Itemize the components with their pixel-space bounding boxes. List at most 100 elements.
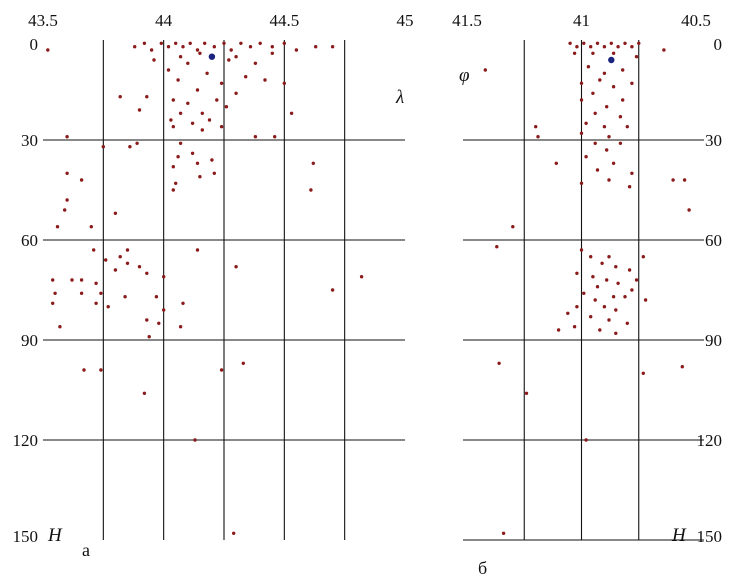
data-point (572, 51, 577, 55)
data-point (188, 41, 192, 45)
data-point (79, 178, 84, 182)
data-point (630, 81, 634, 86)
data-point (101, 145, 106, 149)
data-point (598, 328, 602, 332)
data-point (630, 288, 634, 292)
data-point (627, 185, 632, 189)
panel-a-label: а (82, 540, 90, 560)
panel-b-x-axis-symbol: φ (459, 65, 470, 86)
data-point (605, 105, 609, 109)
data-point (575, 305, 579, 309)
data-point (534, 125, 538, 129)
data-point (219, 125, 224, 129)
data-point (195, 88, 200, 92)
data-point (687, 208, 691, 212)
a-y-tick-label: 90 (21, 331, 38, 350)
panel-a-y-axis-symbol: H (47, 525, 63, 546)
data-point (579, 131, 584, 135)
data-point (142, 391, 147, 395)
data-point (123, 295, 127, 299)
data-point (593, 111, 597, 116)
data-point (609, 41, 613, 45)
data-point (178, 55, 183, 59)
panel-b-y-axis-symbol: H (671, 525, 687, 546)
data-point (166, 45, 171, 49)
data-point (607, 318, 611, 322)
data-point (190, 121, 195, 126)
data-point (330, 45, 335, 49)
data-point (591, 51, 595, 55)
data-point (579, 248, 584, 252)
a-y-tick-label: 30 (21, 131, 38, 150)
data-point (602, 71, 607, 76)
b-y-tick-label: 60 (705, 231, 722, 250)
data-point (282, 41, 286, 45)
b-x-tick-label: 41.5 (452, 11, 482, 30)
data-point (579, 181, 584, 185)
panel-b-label: б (478, 558, 487, 578)
data-point (607, 178, 611, 182)
data-point (145, 271, 149, 275)
data-point (273, 135, 277, 139)
data-point (174, 181, 178, 185)
data-point (244, 75, 248, 79)
data-point (611, 295, 616, 299)
data-point (234, 265, 238, 269)
data-point (58, 325, 62, 329)
data-point (219, 81, 224, 86)
data-point (614, 265, 618, 269)
data-point (125, 248, 130, 252)
data-point (682, 178, 687, 182)
data-point (171, 125, 175, 129)
data-point (270, 45, 274, 49)
data-point (113, 211, 118, 215)
data-point (53, 291, 57, 295)
data-point (142, 41, 147, 45)
data-point (282, 81, 286, 86)
data-point (582, 291, 586, 295)
data-point (589, 45, 593, 49)
data-point (79, 291, 84, 295)
a-y-tick-label: 150 (13, 527, 39, 546)
data-point (634, 278, 639, 282)
data-point (598, 78, 602, 82)
data-point (234, 55, 238, 59)
data-point (128, 145, 132, 149)
data-point (536, 135, 540, 139)
data-point (94, 301, 98, 305)
data-point (595, 168, 600, 172)
data-point (263, 78, 267, 82)
data-point (70, 278, 74, 282)
data-point (157, 321, 161, 325)
data-point (662, 48, 666, 52)
data-point (147, 335, 151, 339)
panel-a-x-axis-symbol: λ (395, 87, 404, 108)
data-point (258, 41, 262, 45)
data-point (572, 325, 577, 329)
data-point (207, 118, 212, 122)
data-point (575, 271, 579, 275)
data-point (625, 321, 629, 325)
data-point (186, 101, 190, 106)
data-point (152, 58, 156, 62)
data-point (495, 245, 499, 249)
a-x-tick-label: 44 (155, 11, 173, 30)
data-point (65, 198, 69, 202)
data-point (169, 118, 173, 122)
data-point (314, 45, 318, 49)
data-point (232, 531, 236, 535)
data-point (203, 41, 207, 45)
highlight-point (208, 53, 216, 60)
data-point (584, 438, 588, 442)
data-point (92, 248, 96, 252)
data-point (137, 265, 142, 269)
data-point (621, 68, 625, 72)
data-point (309, 188, 313, 192)
data-point (579, 81, 584, 86)
data-point (51, 301, 55, 305)
data-point (212, 45, 216, 49)
data-point (145, 318, 149, 322)
data-point (556, 328, 561, 332)
data-point (149, 48, 154, 52)
